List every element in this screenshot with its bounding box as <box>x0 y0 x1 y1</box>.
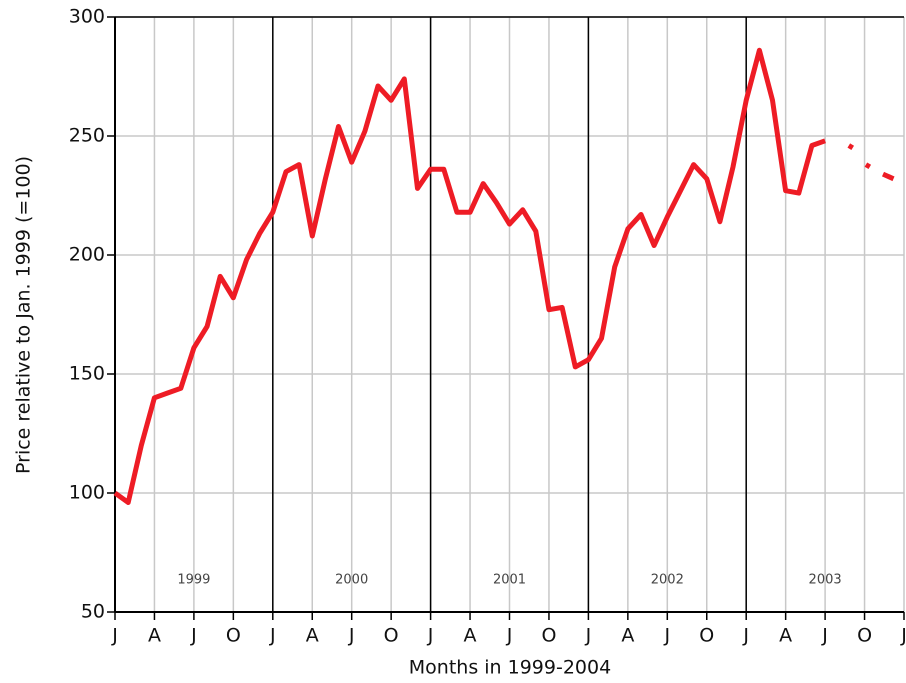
y-tick-label: 250 <box>69 125 105 147</box>
x-tick-label: O <box>857 625 872 647</box>
y-tick-label: 300 <box>69 6 105 28</box>
x-tick-label: J <box>427 625 434 647</box>
x-tick-label: J <box>900 625 906 647</box>
x-tick-label: J <box>348 625 355 647</box>
x-tick-label: J <box>821 625 828 647</box>
x-tick-label: O <box>699 625 714 647</box>
x-tick-label: O <box>384 625 399 647</box>
year-label: 1999 <box>177 573 210 588</box>
x-tick-label: J <box>111 625 118 647</box>
year-label: 2001 <box>493 573 526 588</box>
x-axis-title: Months in 1999-2004 <box>409 657 611 679</box>
y-tick-label: 100 <box>69 482 105 504</box>
x-tick-label: A <box>148 625 161 647</box>
y-tick-label: 150 <box>69 363 105 385</box>
y-axis-title: Price relative to Jan. 1999 (=100) <box>13 156 35 474</box>
year-label: 2002 <box>651 573 684 588</box>
x-tick-label: A <box>464 625 477 647</box>
x-tick-label: J <box>506 625 513 647</box>
x-tick-label: J <box>585 625 592 647</box>
x-tick-label: O <box>541 625 556 647</box>
x-tick-label: A <box>621 625 634 647</box>
x-tick-label: J <box>269 625 276 647</box>
x-tick-label: J <box>663 625 670 647</box>
x-tick-label: O <box>226 625 241 647</box>
data-line <box>113 47 895 505</box>
x-tick-label: A <box>306 625 319 647</box>
y-tick-label: 200 <box>69 244 105 266</box>
year-label: 2003 <box>809 573 842 588</box>
x-tick-label: J <box>190 625 197 647</box>
year-label: 2000 <box>335 573 368 588</box>
x-tick-label: A <box>779 625 792 647</box>
x-tick-label: J <box>742 625 749 647</box>
y-tick-label: 50 <box>81 601 105 623</box>
